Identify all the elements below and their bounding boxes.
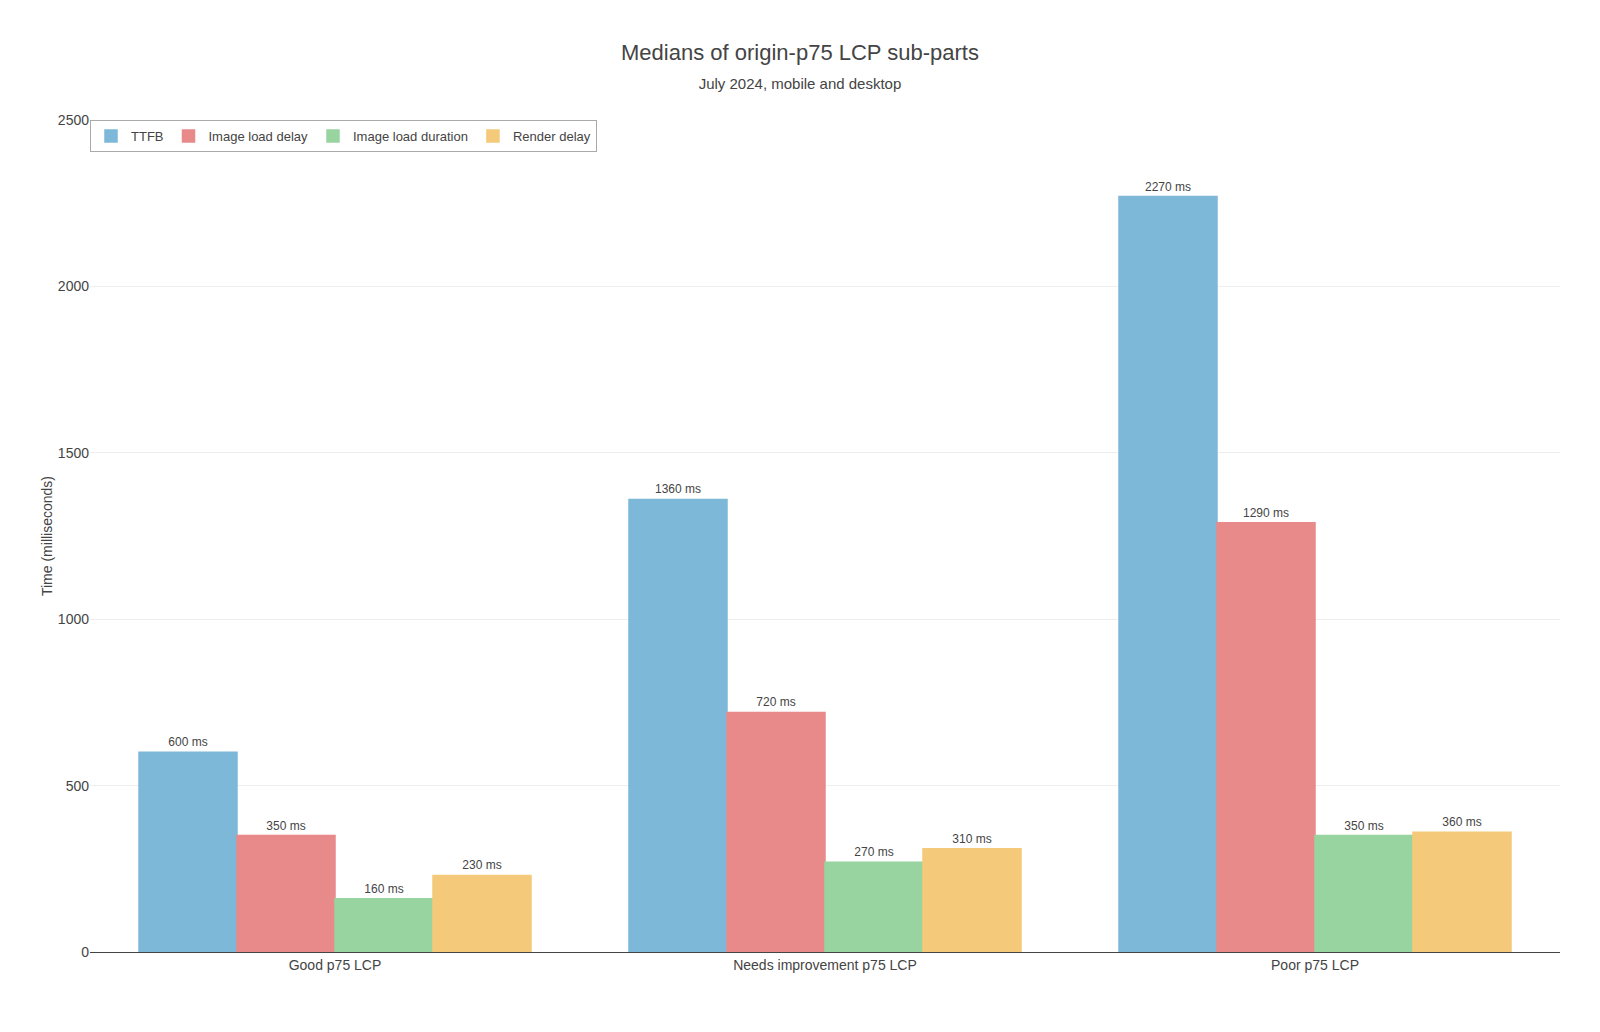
svg-text:Needs improvement p75 LCP: Needs improvement p75 LCP xyxy=(733,957,917,973)
svg-text:160 ms: 160 ms xyxy=(364,882,403,896)
svg-text:July 2024, mobile and desktop: July 2024, mobile and desktop xyxy=(699,75,902,92)
svg-text:1360 ms: 1360 ms xyxy=(655,482,701,496)
svg-text:500: 500 xyxy=(66,778,90,794)
svg-text:Image load delay: Image load delay xyxy=(209,129,309,144)
svg-text:Render delay: Render delay xyxy=(513,129,591,144)
svg-text:360 ms: 360 ms xyxy=(1442,815,1481,829)
svg-text:270 ms: 270 ms xyxy=(854,845,893,859)
svg-text:Image load duration: Image load duration xyxy=(353,129,468,144)
svg-text:Medians of origin-p75 LCP sub-: Medians of origin-p75 LCP sub-parts xyxy=(621,40,979,65)
svg-text:230 ms: 230 ms xyxy=(462,858,501,872)
svg-text:720 ms: 720 ms xyxy=(756,695,795,709)
svg-text:Good p75 LCP: Good p75 LCP xyxy=(289,957,382,973)
svg-text:0: 0 xyxy=(81,944,89,960)
svg-text:310 ms: 310 ms xyxy=(952,832,991,846)
svg-text:TTFB: TTFB xyxy=(131,129,164,144)
svg-text:Poor p75 LCP: Poor p75 LCP xyxy=(1271,957,1359,973)
svg-text:2270 ms: 2270 ms xyxy=(1145,180,1191,194)
svg-text:350 ms: 350 ms xyxy=(266,819,305,833)
svg-text:1290 ms: 1290 ms xyxy=(1243,506,1289,520)
svg-text:1500: 1500 xyxy=(58,445,89,461)
svg-text:Time (milliseconds): Time (milliseconds) xyxy=(39,476,55,596)
svg-text:600 ms: 600 ms xyxy=(168,735,207,749)
svg-text:350 ms: 350 ms xyxy=(1344,819,1383,833)
svg-text:2000: 2000 xyxy=(58,278,89,294)
svg-text:1000: 1000 xyxy=(58,611,89,627)
svg-text:2500: 2500 xyxy=(58,112,89,128)
